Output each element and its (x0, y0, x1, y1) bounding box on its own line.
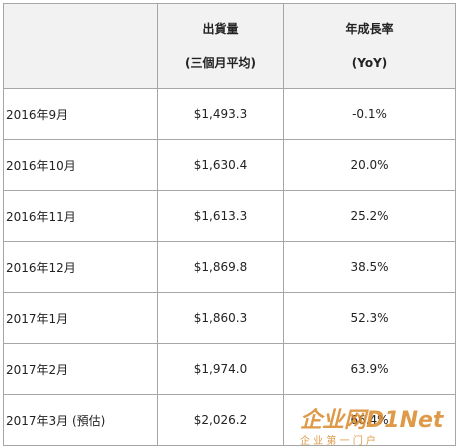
header-text: 年成長率 (345, 22, 394, 36)
header-text: (YoY) (351, 56, 388, 70)
table-cell: 52.3% (283, 292, 456, 344)
watermark-brand: 企业网D1Net (300, 408, 444, 433)
table-row: 2016年11月 $1,613.3 25.2% (3, 190, 456, 242)
table-row: 2017年3月 (預估) $2,026.2 66.4% (3, 394, 456, 446)
table-cell: $1,860.3 (157, 292, 284, 344)
table-cell: 2016年9月 (3, 88, 158, 140)
table-cell: 63.9% (283, 343, 456, 395)
table-row: 2017年2月 $1,974.0 63.9% (3, 343, 456, 395)
table-cell: 25.2% (283, 190, 456, 242)
table-cell: 2016年11月 (3, 190, 158, 242)
watermark-tagline: 企 业 第 一 门 户 (300, 436, 376, 447)
table-cell: $2,026.2 (157, 394, 284, 446)
header-row: 出貨量 (三個月平均) 年成長率 (YoY) (3, 3, 456, 89)
table-cell: 2016年12月 (3, 241, 158, 293)
header-cell (3, 3, 158, 89)
header-text: (三個月平均) (185, 56, 256, 70)
table-cell: $1,869.8 (157, 241, 284, 293)
table-row: 2016年9月 $1,493.3 -0.1% (3, 88, 456, 140)
shipment-table: 出貨量 (三個月平均) 年成長率 (YoY) 2016年9月 $1,493.3 -0… (3, 3, 456, 446)
table-cell: -0.1% (283, 88, 456, 140)
table-row: 2017年1月 $1,860.3 52.3% (3, 292, 456, 344)
table-row: 2016年10月 $1,630.4 20.0% (3, 139, 456, 191)
table-cell: 2017年3月 (預估) (3, 394, 158, 446)
table-cell: 2016年10月 (3, 139, 158, 191)
header-cell: 年成長率 (YoY) (283, 3, 456, 89)
header-text: 出貨量 (202, 22, 239, 36)
table-cell: $1,630.4 (157, 139, 284, 191)
table-row: 2016年12月 $1,869.8 38.5% (3, 241, 456, 293)
table-cell: $1,974.0 (157, 343, 284, 395)
table-cell: 2017年2月 (3, 343, 158, 395)
table-cell: 20.0% (283, 139, 456, 191)
table-cell: 38.5% (283, 241, 456, 293)
table-cell: $1,613.3 (157, 190, 284, 242)
header-cell: 出貨量 (三個月平均) (157, 3, 284, 89)
table-cell: 66.4% (283, 394, 456, 446)
table-cell: 2017年1月 (3, 292, 158, 344)
table-cell: $1,493.3 (157, 88, 284, 140)
